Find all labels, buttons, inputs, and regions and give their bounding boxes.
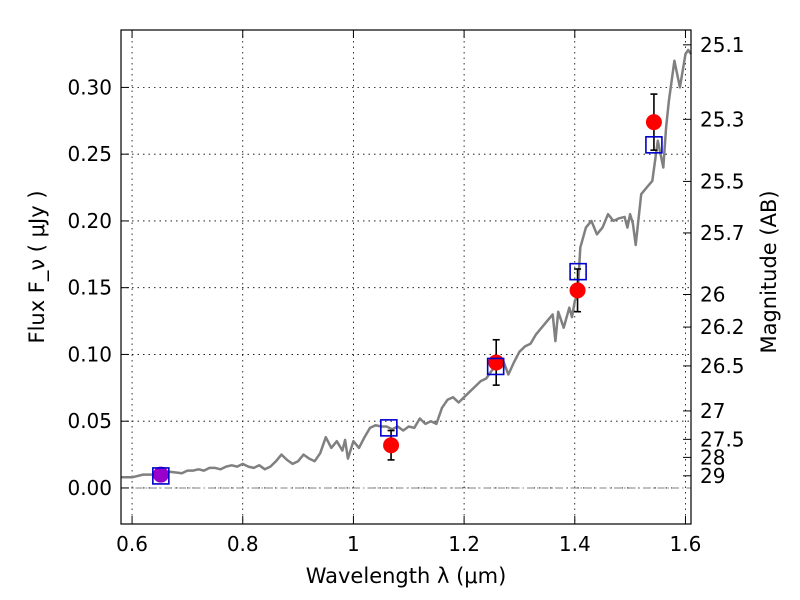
photometry-point: [383, 437, 400, 454]
right-tick-label: 25.7: [700, 221, 745, 245]
plot-frame: [120, 29, 692, 525]
model-photometry-square: [569, 262, 587, 281]
model-spectrum-line: [121, 48, 693, 479]
model-photometry-square: [645, 136, 663, 154]
right-tick-label: 27: [700, 399, 725, 423]
x-tick-label: 1.4: [559, 532, 591, 556]
x-tick-label: 0.6: [116, 532, 148, 556]
model-photometry-square: [380, 419, 398, 437]
model-photometry-square: [152, 467, 170, 485]
y-tick-label: 0.25: [67, 142, 112, 166]
x-axis-title: Wavelength λ (μm): [306, 564, 507, 588]
y-axis-title: Flux F_ν ( μJy ): [25, 190, 50, 343]
y-tick-label: 0.05: [67, 409, 112, 433]
y-tick-label: 0.10: [67, 342, 112, 366]
x-tick-label: 1: [347, 532, 360, 556]
y-tick-label: 0.00: [67, 476, 112, 500]
model-photometry-square: [486, 357, 505, 376]
right-tick-label: 26.2: [700, 315, 745, 339]
right-tick-label: 26: [700, 282, 725, 306]
right-tick-label: 29: [700, 464, 725, 488]
right-tick-label: 25.5: [700, 169, 745, 193]
right-tick-label: 25.3: [700, 107, 745, 131]
ticks-layer: 0.6 0.8 1 1.2 1.4 1.6 0.00 0.05 0.10 0.15 0.20 0.25…: [67, 30, 745, 556]
grid-layer: [121, 30, 691, 524]
y-tick-label: 0.30: [67, 75, 112, 99]
photometry-point: [152, 466, 169, 483]
x-tick-label: 0.8: [227, 532, 259, 556]
y-tick-label: 0.15: [67, 276, 112, 300]
series-layer: [121, 48, 693, 485]
x-tick-label: 1.2: [448, 532, 480, 556]
right-tick-label: 26.5: [700, 354, 745, 378]
photometry-point: [488, 354, 505, 371]
x-tick-label: 1.6: [670, 532, 702, 556]
right-tick-label: 25.1: [700, 33, 745, 57]
right-tick-label: 27.5: [700, 427, 745, 451]
y-tick-label: 0.20: [67, 209, 112, 233]
photometry-point: [645, 114, 662, 131]
right-axis-title: Magnitude (AB): [757, 190, 781, 353]
photometry-point: [569, 282, 586, 299]
right-tick-label: 28: [700, 445, 725, 469]
